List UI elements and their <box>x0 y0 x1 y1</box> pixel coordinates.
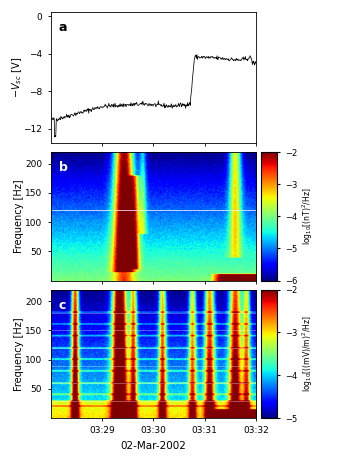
Y-axis label: log$_{10}$[((mV)/m)$^2$/Hz]: log$_{10}$[((mV)/m)$^2$/Hz] <box>300 316 315 392</box>
Y-axis label: Frequency [Hz]: Frequency [Hz] <box>14 317 24 391</box>
Text: b: b <box>59 161 68 174</box>
Y-axis label: Frequency [Hz]: Frequency [Hz] <box>14 179 24 253</box>
Y-axis label: $-V_{sc}$ [V]: $-V_{sc}$ [V] <box>10 57 24 98</box>
X-axis label: 02-Mar-2002: 02-Mar-2002 <box>120 441 186 451</box>
Text: a: a <box>59 21 67 34</box>
Y-axis label: log$_{10}$[(nT)$^2$/Hz]: log$_{10}$[(nT)$^2$/Hz] <box>300 188 315 245</box>
Text: c: c <box>59 298 66 311</box>
